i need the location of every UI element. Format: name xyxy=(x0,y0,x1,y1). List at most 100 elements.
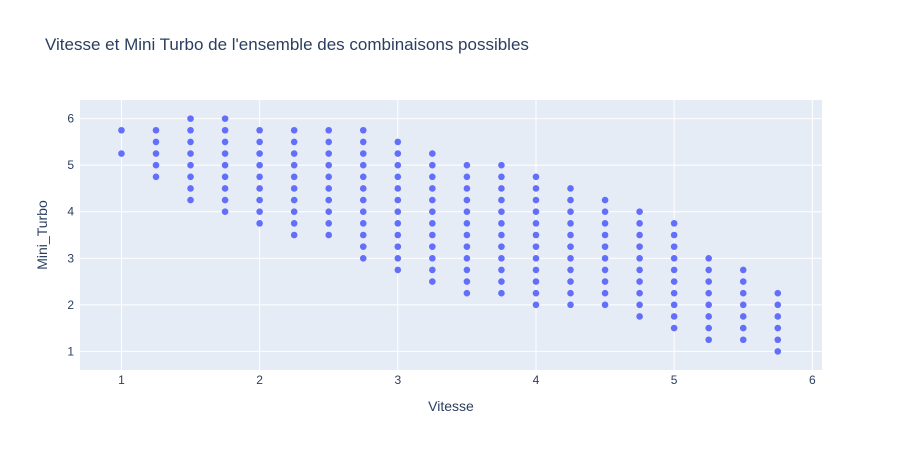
data-point xyxy=(739,336,747,344)
data-point xyxy=(463,220,471,227)
data-point xyxy=(221,150,229,157)
data-point xyxy=(221,185,229,192)
data-point xyxy=(463,185,471,192)
data-point xyxy=(221,161,229,169)
data-point xyxy=(325,161,333,169)
data-point xyxy=(256,220,263,227)
data-point xyxy=(498,278,505,285)
data-point xyxy=(325,208,333,216)
data-point xyxy=(705,266,712,274)
data-point xyxy=(498,208,505,216)
data-point xyxy=(394,185,402,192)
data-point xyxy=(359,196,367,204)
data-point xyxy=(429,161,436,169)
data-point xyxy=(325,126,333,134)
data-point xyxy=(670,266,678,274)
data-point xyxy=(463,289,471,297)
data-point xyxy=(290,126,298,134)
data-point xyxy=(429,220,436,227)
data-point xyxy=(152,150,160,157)
data-point xyxy=(290,150,298,157)
data-point xyxy=(774,301,782,309)
data-point xyxy=(394,173,402,181)
y-tick-label: 6 xyxy=(67,112,74,126)
data-point xyxy=(359,150,367,157)
data-point xyxy=(290,138,298,146)
data-points xyxy=(118,115,782,355)
data-point xyxy=(601,208,609,216)
data-point xyxy=(774,348,782,355)
data-point xyxy=(429,266,436,274)
data-point xyxy=(739,278,747,285)
data-point xyxy=(601,289,609,297)
data-point xyxy=(463,173,471,181)
data-point xyxy=(774,336,782,344)
data-point xyxy=(636,254,643,262)
data-point xyxy=(325,196,333,204)
data-point xyxy=(463,278,471,285)
data-point xyxy=(636,289,643,297)
data-point xyxy=(498,185,505,192)
data-point xyxy=(636,208,643,216)
data-point xyxy=(739,301,747,309)
x-tick-label: 3 xyxy=(394,373,401,387)
data-point xyxy=(567,266,574,274)
data-point xyxy=(498,243,505,250)
data-point xyxy=(325,150,333,157)
data-point xyxy=(532,278,540,285)
data-point xyxy=(187,196,194,204)
data-point xyxy=(429,254,436,262)
data-point xyxy=(567,185,574,192)
data-point xyxy=(187,161,194,169)
data-point xyxy=(705,278,712,285)
data-point xyxy=(394,266,402,274)
data-point xyxy=(601,266,609,274)
data-point xyxy=(256,126,263,134)
data-point xyxy=(670,278,678,285)
data-point xyxy=(532,196,540,204)
data-point xyxy=(325,185,333,192)
data-point xyxy=(498,289,505,297)
data-point xyxy=(532,208,540,216)
data-point xyxy=(498,173,505,181)
data-point xyxy=(567,208,574,216)
data-point xyxy=(774,324,782,332)
data-point xyxy=(290,231,298,239)
data-point xyxy=(359,138,367,146)
data-point xyxy=(532,185,540,192)
data-point xyxy=(429,150,436,157)
data-point xyxy=(394,254,402,262)
data-point xyxy=(601,254,609,262)
data-point xyxy=(567,196,574,204)
data-point xyxy=(429,278,436,285)
data-point xyxy=(118,126,125,134)
data-point xyxy=(636,243,643,250)
data-point xyxy=(705,313,712,320)
data-point xyxy=(636,313,643,320)
data-point xyxy=(359,185,367,192)
data-point xyxy=(429,231,436,239)
y-tick-label: 5 xyxy=(67,158,74,172)
data-point xyxy=(152,126,160,134)
data-point xyxy=(567,278,574,285)
data-point xyxy=(359,126,367,134)
data-point xyxy=(394,196,402,204)
data-point xyxy=(187,115,194,122)
data-point xyxy=(705,324,712,332)
y-axis-label: Mini_Turbo xyxy=(34,200,50,270)
data-point xyxy=(221,115,229,122)
data-point xyxy=(463,266,471,274)
data-point xyxy=(256,150,263,157)
data-point xyxy=(670,243,678,250)
data-point xyxy=(394,231,402,239)
data-point xyxy=(429,185,436,192)
data-point xyxy=(567,289,574,297)
data-point xyxy=(221,138,229,146)
y-tick-label: 3 xyxy=(67,251,74,265)
data-point xyxy=(463,161,471,169)
data-point xyxy=(670,254,678,262)
data-point xyxy=(187,173,194,181)
data-point xyxy=(359,243,367,250)
data-point xyxy=(532,231,540,239)
chart-title: Vitesse et Mini Turbo de l'ensemble des … xyxy=(45,35,529,54)
